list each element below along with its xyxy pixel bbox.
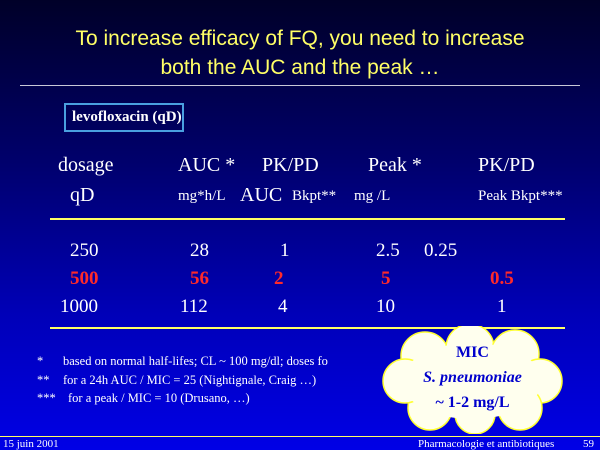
cell-peak-bkpt: 0.25 (424, 240, 458, 261)
footer-page-number: 59 (583, 438, 594, 450)
subheader-peak-unit: mg /L (354, 188, 391, 204)
subheader-pkpd-peak: Peak Bkpt*** (478, 188, 563, 204)
footer-course: Pharmacologie et antibiotiques (418, 438, 555, 450)
cell-auc: 56 (190, 268, 209, 289)
footnote-text: based on normal half-lifes; CL ~ 100 mg/… (63, 354, 328, 368)
header-dosage: dosage (58, 154, 114, 176)
header-auc: AUC * (178, 154, 236, 176)
footnote-mark: ** (37, 373, 50, 387)
cell-peak: 2.5 (376, 240, 400, 261)
footer-date: 15 juin 2001 (3, 438, 59, 450)
cloud-line1: MIC (456, 344, 489, 361)
cell-auc-bkpt: 4 (278, 296, 288, 317)
footnote-text: for a 24h AUC / MIC = 25 (Nightignale, C… (63, 373, 317, 387)
cell-peak-bkpt: 0.5 (490, 268, 514, 289)
cloud-line3: ~ 1-2 mg/L (435, 394, 510, 411)
cell-dose: 1000 (60, 296, 98, 317)
footer-rule (0, 436, 600, 437)
footnote-text: for a peak / MIC = 10 (Drusano, …) (68, 391, 250, 405)
cell-peak: 5 (381, 268, 391, 289)
cell-dose: 500 (70, 268, 99, 289)
cloud-callout-shape (382, 326, 563, 434)
footnote-mark: * (37, 354, 44, 368)
subheader-auc-unit: mg*h/L (178, 188, 226, 204)
slide-title-line2: both the AUC and the peak … (160, 56, 440, 79)
slide-title-line1: To increase efficacy of FQ, you need to … (75, 27, 525, 50)
cell-peak-bkpt: 1 (497, 296, 507, 317)
drug-label-box: levofloxacin (qD) (64, 103, 184, 132)
header-rule (50, 218, 565, 220)
header-pkpd-peak: PK/PD (478, 154, 535, 176)
cell-auc: 112 (180, 296, 208, 317)
subheader-pkpd-auc-a: AUC (240, 184, 283, 206)
cell-dose: 250 (70, 240, 99, 261)
header-peak: Peak * (368, 154, 422, 176)
cell-auc-bkpt: 1 (280, 240, 290, 261)
cell-auc-bkpt: 2 (274, 268, 284, 289)
subheader-dosage: qD (70, 184, 95, 206)
cell-auc: 28 (190, 240, 209, 261)
header-pkpd-auc: PK/PD (262, 154, 319, 176)
footnote-mark: *** (37, 391, 56, 405)
table-bottom-rule (50, 327, 565, 329)
subheader-pkpd-auc-b: Bkpt** (292, 188, 337, 204)
cell-peak: 10 (376, 296, 395, 317)
title-divider (20, 85, 580, 86)
cloud-line2: S. pneumoniae (423, 369, 522, 386)
cloud-callout: MIC S. pneumoniae ~ 1-2 mg/L (380, 340, 565, 415)
